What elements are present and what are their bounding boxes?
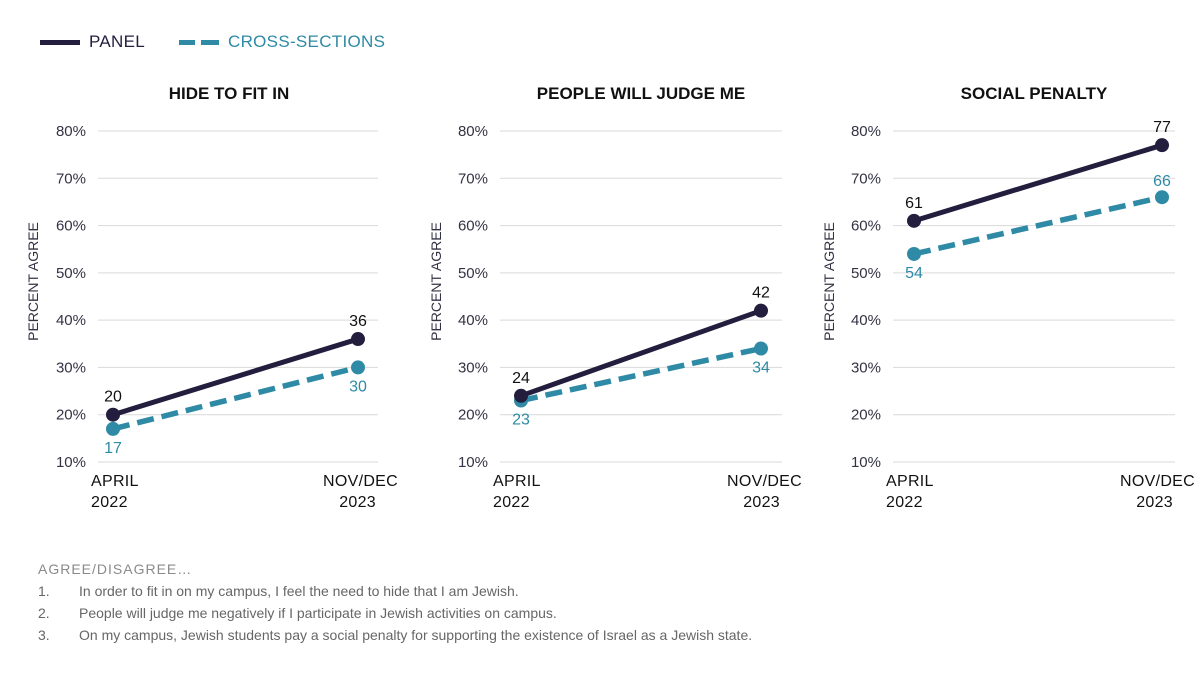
cross-sections-data-label: 54 xyxy=(905,265,923,282)
panel-data-label: 42 xyxy=(752,285,770,302)
y-tick-label: 80% xyxy=(851,123,881,140)
x-tick-label: 2023 xyxy=(743,494,780,511)
panel-data-label: 36 xyxy=(349,313,367,330)
y-tick-label: 40% xyxy=(458,312,488,329)
note-number: 3. xyxy=(38,627,50,643)
panel-data-label: 61 xyxy=(905,195,923,212)
y-tick-label: 40% xyxy=(851,312,881,329)
panel-line xyxy=(112,336,359,418)
cross-sections-line xyxy=(112,364,359,432)
y-tick-label: 70% xyxy=(458,170,488,187)
panel-data-label: 24 xyxy=(512,370,530,387)
y-tick-label: 50% xyxy=(56,265,86,282)
x-tick-label: APRIL xyxy=(886,473,934,490)
y-axis-label: PERCENT AGREE xyxy=(25,222,41,341)
cross-sections-dash-swatch xyxy=(179,39,219,45)
cross-sections-point xyxy=(754,341,768,356)
x-tick-label: NOV/DEC xyxy=(323,473,398,490)
y-tick-label: 30% xyxy=(851,359,881,376)
y-tick-label: 60% xyxy=(56,218,86,235)
cross-sections-point xyxy=(907,246,921,261)
panel-data-label: 77 xyxy=(1153,119,1171,136)
y-tick-label: 80% xyxy=(458,123,488,140)
chart-title: SOCIAL PENALTY xyxy=(961,84,1108,103)
question-notes: AGREE/DISAGREE… 1. In order to fit in on… xyxy=(38,558,752,646)
legend-label-cross-sections: CROSS-SECTIONS xyxy=(228,32,386,51)
x-tick-label: 2023 xyxy=(1136,494,1173,511)
x-tick-label: NOV/DEC xyxy=(727,473,802,490)
note-text: People will judge me negatively if I par… xyxy=(79,605,557,621)
x-tick-label: NOV/DEC xyxy=(1120,473,1195,490)
y-tick-label: 30% xyxy=(458,359,488,376)
cross-sections-point xyxy=(351,360,365,375)
chart-title: PEOPLE WILL JUDGE ME xyxy=(537,84,745,103)
y-tick-label: 10% xyxy=(458,454,488,471)
legend: PANEL CROSS-SECTIONS xyxy=(40,30,419,54)
y-tick-label: 70% xyxy=(851,170,881,187)
x-tick-label: 2023 xyxy=(339,494,376,511)
panel-line xyxy=(520,308,762,399)
x-tick-label: 2022 xyxy=(91,494,128,511)
panel-point xyxy=(106,407,120,422)
panel-point xyxy=(754,303,768,318)
note-item: 3. On my campus, Jewish students pay a s… xyxy=(38,624,752,646)
note-number: 2. xyxy=(38,605,50,621)
y-tick-label: 80% xyxy=(56,123,86,140)
y-tick-label: 10% xyxy=(851,454,881,471)
note-number: 1. xyxy=(38,583,50,599)
cross-sections-data-label: 30 xyxy=(349,378,367,395)
y-tick-label: 60% xyxy=(458,218,488,235)
y-tick-label: 40% xyxy=(56,312,86,329)
y-tick-label: 10% xyxy=(56,454,86,471)
y-axis-label: PERCENT AGREE xyxy=(821,222,837,341)
y-tick-label: 20% xyxy=(56,407,86,424)
panel-line-swatch xyxy=(40,39,80,45)
note-item: 2. People will judge me negatively if I … xyxy=(38,602,752,624)
panel-point xyxy=(1155,138,1169,153)
y-axis-label: PERCENT AGREE xyxy=(428,222,444,341)
note-text: On my campus, Jewish students pay a soci… xyxy=(79,627,753,643)
y-tick-label: 30% xyxy=(56,359,86,376)
cross-sections-data-label: 23 xyxy=(512,412,530,429)
cross-sections-line xyxy=(913,194,1163,257)
x-tick-label: APRIL xyxy=(493,473,541,490)
x-tick-label: 2022 xyxy=(886,494,923,511)
cross-sections-point xyxy=(1155,190,1169,205)
panel-line xyxy=(913,142,1163,224)
note-text: In order to fit in on my campus, I feel … xyxy=(79,583,519,599)
cross-sections-point xyxy=(106,421,120,436)
chart-title: HIDE TO FIT IN xyxy=(169,84,290,103)
panel-point xyxy=(514,388,528,403)
cross-sections-data-label: 17 xyxy=(104,440,122,457)
y-tick-label: 70% xyxy=(56,170,86,187)
y-tick-label: 50% xyxy=(851,265,881,282)
y-tick-label: 20% xyxy=(458,407,488,424)
panel-point xyxy=(351,332,365,347)
panel-point xyxy=(907,213,921,228)
notes-heading: AGREE/DISAGREE… xyxy=(38,561,193,577)
x-tick-label: 2022 xyxy=(493,494,530,511)
y-tick-label: 20% xyxy=(851,407,881,424)
x-tick-label: APRIL xyxy=(91,473,139,490)
cross-sections-line xyxy=(520,345,762,404)
legend-item-panel: PANEL xyxy=(40,32,145,52)
cross-sections-data-label: 66 xyxy=(1153,173,1171,190)
y-tick-label: 50% xyxy=(458,265,488,282)
note-item: 1. In order to fit in on my campus, I fe… xyxy=(38,580,752,602)
legend-item-cross-sections: CROSS-SECTIONS xyxy=(179,32,385,52)
cross-sections-data-label: 34 xyxy=(752,360,770,377)
y-tick-label: 60% xyxy=(851,218,881,235)
legend-label-panel: PANEL xyxy=(89,32,145,51)
panel-data-label: 20 xyxy=(104,389,122,406)
